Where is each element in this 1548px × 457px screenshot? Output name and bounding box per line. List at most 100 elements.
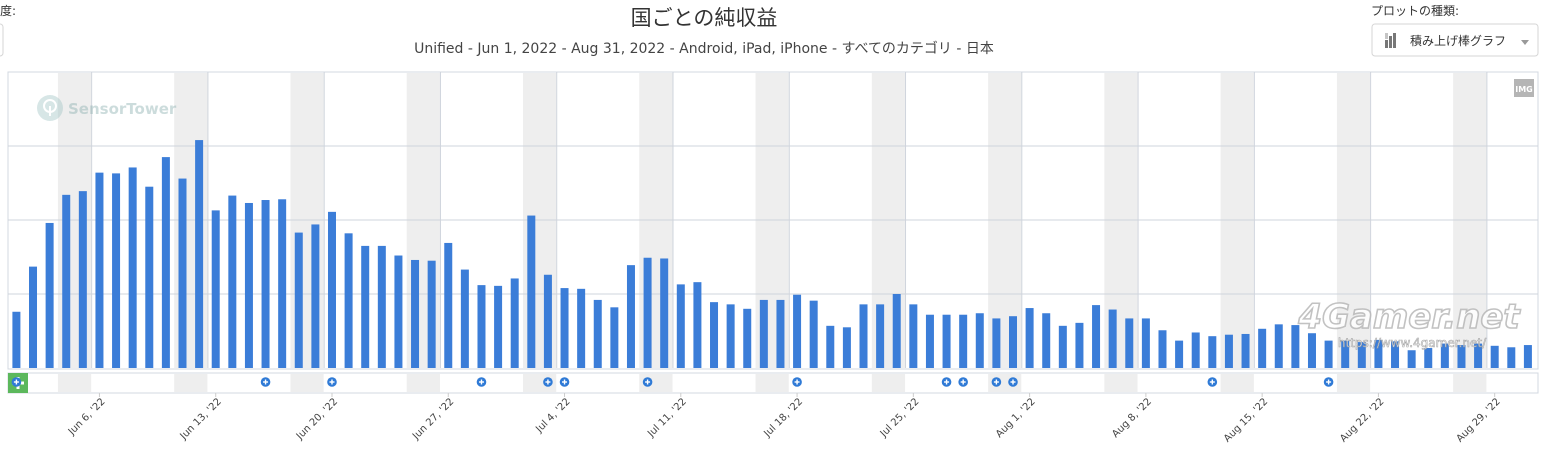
weekend-band (406, 374, 440, 392)
bar (1092, 305, 1101, 368)
bar (427, 260, 436, 368)
weekend-band (1453, 374, 1487, 392)
bar (211, 210, 220, 368)
event-marker-plus (1211, 379, 1214, 385)
bar (593, 299, 602, 368)
x-tick-label: Jun 6, '22 (66, 396, 108, 438)
bar (1009, 316, 1017, 368)
bar (859, 304, 868, 368)
event-marker-icon[interactable] (327, 377, 337, 387)
event-marker-plus (796, 379, 798, 385)
weekend-band (755, 374, 789, 392)
bar (128, 167, 137, 368)
bar (842, 327, 851, 368)
bar (294, 232, 303, 368)
x-tick-label: Jul 4, '22 (533, 396, 572, 435)
event-marker-icon[interactable] (941, 377, 952, 387)
x-tick-label: Jul 18, '22 (761, 396, 805, 440)
event-marker-icon[interactable] (543, 377, 553, 387)
weekend-band (57, 374, 92, 392)
bar (477, 285, 486, 368)
chevron-down-icon (1521, 40, 1529, 45)
bar (1490, 345, 1499, 368)
bar (1274, 324, 1283, 368)
event-marker-icon[interactable] (792, 377, 802, 387)
left-cutoff-control[interactable] (0, 23, 4, 57)
plot-type-dropdown[interactable]: 積み上げ棒グラフ (1371, 23, 1539, 57)
bar (311, 224, 320, 368)
bar (826, 325, 835, 368)
weekend-band (174, 374, 208, 392)
bar (1341, 340, 1350, 368)
bar (377, 245, 386, 368)
event-marker-plus (15, 379, 18, 385)
bar (892, 294, 901, 368)
event-marker-icon[interactable] (11, 377, 22, 387)
bar (909, 304, 918, 368)
bar (942, 314, 951, 368)
plot-type-value: 積み上げ棒グラフ (1410, 33, 1506, 48)
event-marker-icon[interactable] (1323, 377, 1334, 387)
event-marker-icon[interactable] (1008, 377, 1018, 387)
event-marker-icon[interactable] (260, 377, 271, 387)
event-marker-icon[interactable] (991, 377, 1002, 387)
bar (759, 299, 768, 368)
event-marker-plus (480, 379, 483, 385)
weekend-band (1104, 374, 1138, 392)
weekend-band (290, 374, 324, 392)
bar (726, 304, 735, 368)
event-marker-icon[interactable] (559, 377, 570, 387)
bar (1440, 343, 1449, 368)
weekend-band (1336, 374, 1371, 392)
event-marker-icon[interactable] (1207, 377, 1218, 387)
x-tick-label: Aug 22, '22 (1338, 396, 1386, 444)
event-marker-plus (331, 379, 333, 385)
bar (12, 311, 21, 368)
bar (361, 245, 370, 368)
bar (145, 186, 154, 368)
event-marker-icon[interactable] (642, 377, 653, 387)
event-marker-icon[interactable] (476, 377, 487, 387)
event-marker-plus (962, 379, 964, 385)
bar (161, 157, 170, 368)
bar (693, 282, 702, 368)
bar (1208, 336, 1217, 368)
event-marker-plus (563, 379, 566, 385)
bar (178, 178, 187, 368)
x-tick-label: Aug 8, '22 (1110, 396, 1154, 440)
bar (1042, 313, 1051, 368)
bar (1407, 350, 1416, 368)
bar (809, 300, 818, 368)
bar (510, 278, 519, 368)
bar (112, 173, 121, 368)
event-marker-icon[interactable] (958, 377, 968, 387)
bar (876, 304, 885, 368)
weekend-band (871, 374, 906, 392)
bar (560, 288, 569, 368)
bar (460, 269, 469, 368)
bar (1424, 348, 1433, 368)
bar (62, 194, 71, 368)
site-logo-text: 4Gamer.net (1297, 297, 1521, 337)
bar (1374, 339, 1383, 368)
bar (1075, 322, 1084, 368)
bar (577, 288, 586, 368)
event-marker-plus (1327, 379, 1330, 385)
bar (327, 211, 336, 368)
x-tick-label: Jul 25, '22 (878, 396, 922, 440)
bar (1224, 334, 1233, 368)
image-export-label: IMG (1515, 85, 1533, 94)
bar (975, 313, 984, 368)
bar (1175, 340, 1184, 368)
bar (676, 284, 685, 368)
bar-series (12, 140, 1532, 368)
bar (1307, 333, 1316, 368)
event-marker-plus (995, 379, 998, 385)
bar (244, 202, 253, 368)
bar (1125, 318, 1134, 368)
bar (1523, 345, 1532, 368)
x-tick-label: Aug 15, '22 (1222, 396, 1270, 444)
image-export-button[interactable]: IMG (1514, 79, 1534, 97)
bar (1457, 345, 1466, 368)
